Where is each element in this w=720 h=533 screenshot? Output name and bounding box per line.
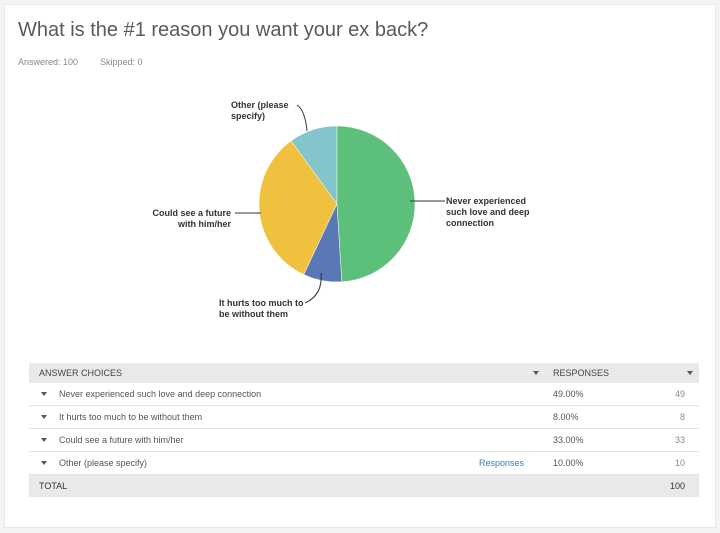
question-card: What is the #1 reason you want your ex b… <box>4 4 716 528</box>
pie-slice <box>258 140 338 275</box>
expand-caret[interactable] <box>41 438 47 442</box>
pie-slice <box>336 125 416 283</box>
column-header: RESPONSES <box>553 368 610 378</box>
slice-label: Other (please specify) <box>231 100 289 121</box>
answer-choice: Could see a future with him/her <box>59 435 184 445</box>
response-count: 33 <box>674 435 685 445</box>
response-count: 8 <box>679 412 685 422</box>
leader-lines <box>235 104 445 304</box>
response-percent: 33.00% <box>553 435 584 445</box>
expand-caret[interactable] <box>41 392 47 396</box>
answer-choice: Never experienced such love and deep con… <box>59 389 262 399</box>
table-header: ANSWER CHOICES RESPONSES <box>29 363 699 383</box>
table-row: It hurts too much to be without them 8.00… <box>29 406 699 429</box>
column-header: ANSWER CHOICES <box>39 368 123 378</box>
answer-choice: Other (please specify) <box>59 458 148 468</box>
skipped-count: Skipped: 0 <box>100 57 143 67</box>
table-row: Other (please specify) Responses 10.00% 10 <box>29 452 699 475</box>
pie-chart <box>235 104 445 304</box>
slice-label: It hurts too much to be without them <box>219 298 304 319</box>
slice-label: Never experienced such love and deep con… <box>446 196 530 228</box>
slice-label: Could see a future with him/her <box>152 208 231 229</box>
answered-count: Answered: 100 <box>18 57 79 67</box>
total-count: 100 <box>669 481 685 491</box>
answer-choice: It hurts too much to be without them <box>59 412 203 422</box>
results-table: ANSWER CHOICES RESPONSES Never experienced… <box>29 363 699 497</box>
leader-line <box>296 104 308 132</box>
response-percent: 49.00% <box>553 389 584 399</box>
total-label: TOTAL <box>39 481 68 491</box>
expand-caret[interactable] <box>41 415 47 419</box>
leader-line <box>304 272 322 304</box>
expand-caret[interactable] <box>41 461 47 465</box>
question-title: What is the #1 reason you want your ex b… <box>18 19 429 41</box>
response-count: 49 <box>674 389 685 399</box>
table-total: TOTAL 100 <box>29 475 699 497</box>
response-percent: 10.00% <box>553 458 584 468</box>
response-count: 10 <box>674 458 685 468</box>
table-row: Could see a future with him/her 33.00% 33 <box>29 429 699 452</box>
table-row: Never experienced such love and deep con… <box>29 383 699 406</box>
sort-caret[interactable] <box>687 371 693 375</box>
response-percent: 8.00% <box>553 412 579 422</box>
responses-link[interactable]: Responses <box>479 458 525 468</box>
sort-caret[interactable] <box>533 371 539 375</box>
